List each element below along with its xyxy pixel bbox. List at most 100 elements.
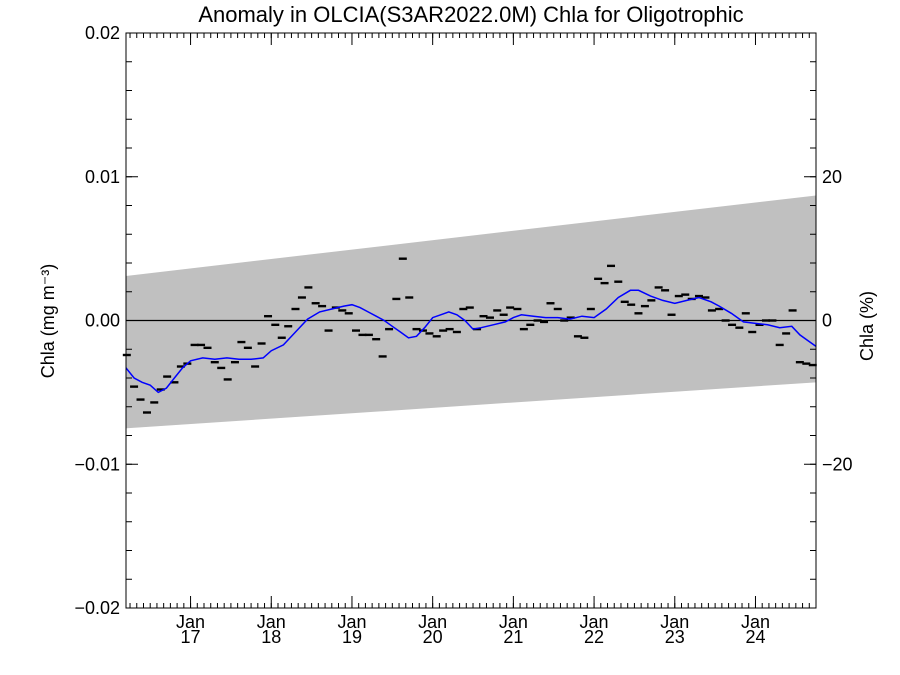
data-point <box>324 329 333 332</box>
data-point <box>251 365 260 368</box>
data-point <box>344 312 353 315</box>
x-tick-label-month: Jan <box>337 612 366 632</box>
data-point <box>667 313 676 316</box>
data-point <box>385 327 394 331</box>
data-point <box>735 326 744 329</box>
data-point <box>782 332 791 335</box>
data-point <box>600 281 609 285</box>
data-point <box>217 366 226 370</box>
data-point <box>318 304 327 308</box>
chart-title: Anomaly in OLCIA(S3AR2022.0M) Chla for O… <box>198 2 743 27</box>
x-tick-label-year: 24 <box>745 627 765 647</box>
data-point <box>485 316 494 319</box>
data-point <box>627 303 636 306</box>
data-point <box>493 309 502 312</box>
x-tick-label-year: 23 <box>665 627 685 647</box>
data-point <box>586 307 595 311</box>
data-point <box>291 307 300 311</box>
data-point <box>519 327 528 331</box>
data-point <box>553 307 562 311</box>
data-point <box>284 325 293 328</box>
data-point <box>425 332 434 335</box>
y-tick-label-left: −0.02 <box>74 598 120 618</box>
data-point <box>150 401 159 404</box>
data-point <box>170 381 179 384</box>
data-point <box>594 277 603 281</box>
data-point <box>607 264 616 268</box>
x-tick-label-month: Jan <box>741 612 770 632</box>
y-tick-label-left: 0.02 <box>85 23 120 43</box>
data-point <box>620 300 629 304</box>
data-point <box>311 302 320 305</box>
data-point <box>694 294 703 298</box>
data-point <box>271 323 280 327</box>
data-point <box>795 360 804 364</box>
data-point <box>277 336 286 339</box>
y-axis-label-right: Chla (%) <box>857 291 877 361</box>
x-tick-label-year: 21 <box>503 627 523 647</box>
x-tick-label-year: 22 <box>584 627 604 647</box>
data-point <box>728 323 737 327</box>
data-point <box>768 319 777 322</box>
data-point <box>573 335 582 338</box>
data-point <box>210 360 219 364</box>
data-point <box>755 323 764 327</box>
y-tick-label-right: −20 <box>822 454 853 474</box>
data-point <box>439 329 448 332</box>
y-tick-label-right: 0 <box>822 311 832 331</box>
y-tick-label-left: 0.01 <box>85 167 120 187</box>
data-point <box>788 309 797 312</box>
plot-area <box>122 195 817 429</box>
data-point <box>418 329 427 332</box>
data-point <box>297 296 306 299</box>
data-point <box>398 257 407 260</box>
smoothed-series-line <box>125 289 817 394</box>
data-point <box>775 343 784 347</box>
x-tick-label-year: 18 <box>261 627 281 647</box>
data-point <box>741 312 750 315</box>
y-tick-label-right: 20 <box>822 167 842 187</box>
x-tick-label-month: Jan <box>257 612 286 632</box>
x-tick-label-month: Jan <box>499 612 528 632</box>
x-tick-label-year: 19 <box>342 627 362 647</box>
data-point <box>802 362 811 365</box>
uncertainty-band <box>126 195 816 429</box>
data-point <box>392 297 401 301</box>
data-point <box>163 375 172 378</box>
data-point <box>661 289 670 292</box>
data-point <box>533 319 542 322</box>
data-point <box>338 309 347 312</box>
data-point <box>445 327 454 331</box>
data-point <box>513 307 522 311</box>
data-point <box>190 343 199 347</box>
data-point <box>122 353 131 357</box>
data-point <box>412 327 421 331</box>
data-point <box>634 312 643 315</box>
data-point <box>499 313 508 316</box>
data-point <box>465 306 474 309</box>
data-point <box>237 340 246 344</box>
data-point <box>701 296 710 299</box>
data-point <box>681 293 690 296</box>
y-tick-label-left: −0.01 <box>74 454 120 474</box>
axes: 0.020.010.00−0.01−0.02200−20Jan17Jan18Ja… <box>74 23 852 647</box>
data-point <box>358 333 367 337</box>
y-axis-label-left: Chla (mg m⁻³) <box>38 264 58 379</box>
data-point <box>654 286 663 289</box>
x-tick-label-month: Jan <box>418 612 447 632</box>
data-point <box>647 299 656 302</box>
data-point <box>352 329 360 332</box>
data-point <box>459 307 468 311</box>
data-point <box>715 307 724 311</box>
y-tick-label-left: 0.00 <box>85 311 120 331</box>
data-point <box>432 335 441 338</box>
data-point <box>364 333 373 337</box>
data-point <box>580 336 589 339</box>
data-point <box>640 304 649 308</box>
x-tick-label-month: Jan <box>580 612 609 632</box>
data-point <box>372 337 381 341</box>
data-point <box>707 309 716 312</box>
data-point <box>405 296 414 299</box>
data-point <box>142 411 151 414</box>
